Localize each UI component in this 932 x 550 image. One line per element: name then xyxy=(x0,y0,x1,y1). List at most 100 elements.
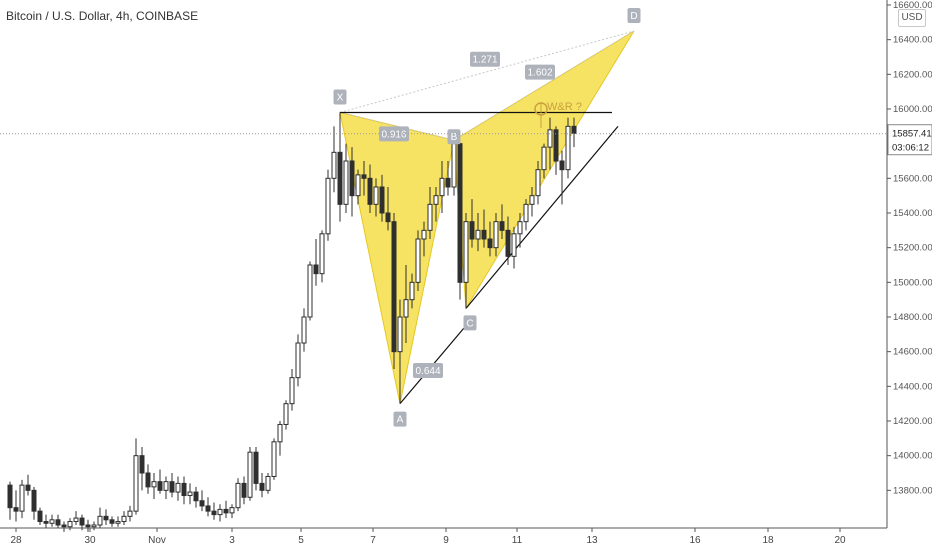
candle-body xyxy=(361,174,367,179)
candle-body xyxy=(37,510,43,523)
time-tick-label: 30 xyxy=(84,535,96,546)
candle-body xyxy=(253,451,259,484)
point-label-c: C xyxy=(463,315,477,331)
trendline-support xyxy=(465,125,619,309)
candle-body xyxy=(505,229,511,257)
svg-text:0.644: 0.644 xyxy=(415,366,440,377)
time-tick-label: 16 xyxy=(689,535,701,546)
time-tick-label: 11 xyxy=(512,535,523,546)
current-price-box xyxy=(887,124,932,156)
svg-text:C: C xyxy=(466,318,473,329)
candle-body xyxy=(427,203,433,231)
candle-body xyxy=(319,233,325,275)
candle-body xyxy=(211,510,217,516)
candle-body xyxy=(349,160,355,197)
candle-body xyxy=(7,484,13,509)
candle-body xyxy=(415,238,421,283)
candle-body xyxy=(295,342,301,379)
candle-body xyxy=(31,489,37,512)
time-tick-label: 20 xyxy=(834,535,846,546)
price-tick-label: 15000.00 xyxy=(893,277,932,288)
candle-body xyxy=(259,482,265,491)
candle-body xyxy=(451,143,457,188)
candle-body xyxy=(127,510,133,517)
candle-body xyxy=(175,482,181,493)
candle-body xyxy=(199,500,205,507)
candle-body xyxy=(289,377,295,405)
svg-text:0.916: 0.916 xyxy=(381,129,406,140)
candle-body xyxy=(493,221,499,249)
candle-body xyxy=(85,524,91,528)
price-tick-label: 14600.00 xyxy=(893,347,932,358)
candle-body xyxy=(421,229,427,240)
candle-body xyxy=(151,481,157,488)
candle-body xyxy=(19,484,25,512)
candle-body xyxy=(133,455,139,512)
ratio-label-0-916: 0.916 xyxy=(379,126,409,142)
symbol-title[interactable]: Bitcoin / U.S. Dollar, 4h, COINBASE xyxy=(6,9,199,23)
candle-body xyxy=(139,455,145,474)
candle-body xyxy=(163,481,169,491)
time-tick-label: 7 xyxy=(370,535,376,546)
candle-body xyxy=(121,515,127,523)
candle-body xyxy=(61,524,67,528)
time-tick-label: 5 xyxy=(298,535,304,546)
candle-body xyxy=(439,177,445,197)
candle-body xyxy=(187,491,193,497)
ratio-line-xb xyxy=(339,111,455,141)
candle-body xyxy=(79,517,85,526)
candle-body xyxy=(109,519,115,524)
price-tick-label: 14000.00 xyxy=(893,451,932,462)
time-tick-label: 13 xyxy=(586,535,598,546)
point-label-a: A xyxy=(393,411,407,427)
time-tick-label: 3 xyxy=(229,535,235,546)
candle-body xyxy=(307,264,313,318)
candle-body xyxy=(13,507,19,512)
candle-body xyxy=(529,195,535,205)
ratio-label-0-644: 0.644 xyxy=(413,363,443,378)
price-tick-label: 15200.00 xyxy=(893,243,932,254)
price-tick-label: 13800.00 xyxy=(893,485,932,496)
candle-body xyxy=(517,221,523,235)
candle-body xyxy=(457,143,463,283)
candle-body xyxy=(343,160,349,205)
candle-body xyxy=(301,316,307,344)
svg-text:A: A xyxy=(397,415,404,426)
candle-body xyxy=(247,451,253,498)
point-label-d: D xyxy=(627,8,641,23)
candle-body xyxy=(547,129,553,148)
candle-body xyxy=(217,508,223,516)
candle-body xyxy=(373,186,379,205)
currency-button[interactable]: USD xyxy=(898,9,926,27)
price-tick-label: 14800.00 xyxy=(893,312,932,323)
price-tick-label: 15600.00 xyxy=(893,173,932,184)
svg-text:X: X xyxy=(337,92,344,103)
candle-body xyxy=(43,521,49,524)
candle-body xyxy=(433,195,439,205)
candle-body xyxy=(337,151,343,205)
price-tick-label: 16200.00 xyxy=(893,69,932,80)
ratio-label-1-602: 1.602 xyxy=(525,64,555,80)
candle-body xyxy=(445,177,451,188)
candle-body xyxy=(391,221,397,353)
candle-body xyxy=(205,505,211,512)
time-tick-label: 18 xyxy=(762,535,774,546)
current-price-label: 15857.41 xyxy=(892,129,932,140)
candle-body xyxy=(355,174,361,197)
candle-body xyxy=(115,521,121,524)
candle-body xyxy=(403,299,409,318)
price-tick-label: 14200.00 xyxy=(893,416,932,427)
candle-body xyxy=(223,508,229,514)
candle-body xyxy=(157,481,163,491)
countdown-label: 03:06:12 xyxy=(892,143,929,154)
price-tick-label: 14400.00 xyxy=(893,381,932,392)
svg-text:1.271: 1.271 xyxy=(472,55,497,66)
ratio-line-bd xyxy=(453,30,635,141)
candle-body xyxy=(463,221,469,283)
candle-body xyxy=(385,212,391,223)
candle-body xyxy=(475,229,481,240)
candle-body xyxy=(487,238,493,249)
candle-body xyxy=(169,481,175,493)
candle-body xyxy=(55,519,61,526)
